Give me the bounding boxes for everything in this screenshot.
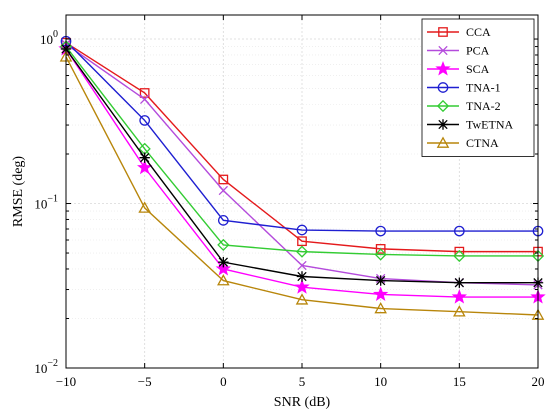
series-tna-2	[59, 40, 545, 263]
legend-entry: TNA-2	[427, 99, 501, 113]
data-point	[453, 249, 466, 263]
series-line	[65, 46, 538, 257]
legend-marker	[436, 99, 450, 113]
series-ctna	[59, 50, 545, 320]
legend: CCA PCA SCA TNA-1 TNA-2 TwETNA CTNA	[421, 18, 535, 157]
data-point	[217, 274, 230, 286]
series-line	[65, 56, 539, 316]
data-point	[218, 174, 229, 185]
x-tick-label: 15	[453, 374, 466, 389]
legend-label: PCA	[466, 44, 490, 58]
data-point	[374, 248, 387, 261]
legend-entry: CCA	[427, 25, 491, 39]
data-point	[139, 152, 150, 163]
data-point	[296, 224, 308, 236]
data-point	[218, 256, 229, 268]
legend-marker	[437, 82, 449, 93]
data-point	[296, 271, 308, 282]
data-point	[217, 215, 229, 226]
y-axis-title: RMSE (deg)	[11, 156, 26, 228]
legend-label: TNA-1	[466, 81, 501, 95]
data-point	[375, 244, 386, 254]
x-tick-label: −10	[56, 374, 76, 389]
legend-entry: PCA	[427, 44, 490, 58]
legend-marker	[436, 136, 450, 148]
data-point	[453, 225, 465, 237]
series-layer	[58, 35, 546, 320]
x-tick-label: −5	[138, 374, 152, 389]
data-point	[217, 238, 230, 252]
data-point	[139, 88, 150, 98]
legend-marker	[438, 45, 448, 56]
data-point	[140, 94, 150, 104]
axis-ticks: −10 −5 0 5 10 15 20 10−2 10−1 100	[34, 15, 545, 389]
legend-entry: TNA-1	[427, 81, 501, 95]
data-point	[137, 159, 153, 175]
x-tick-label: 20	[532, 374, 545, 389]
legend-label: SCA	[466, 62, 490, 76]
x-axis-title: SNR (dB)	[274, 395, 331, 410]
legend-label: CTNA	[466, 136, 499, 150]
data-point	[375, 275, 386, 286]
y-tick-label: 10−2	[34, 358, 58, 376]
legend-marker	[438, 27, 448, 37]
data-point	[218, 185, 228, 196]
data-point	[138, 201, 151, 213]
legend-entry: TwETNA	[427, 118, 513, 132]
data-point	[374, 301, 387, 314]
y-tick-label: 10−1	[34, 194, 58, 212]
data-point	[451, 288, 467, 304]
x-tick-label: 5	[299, 374, 306, 389]
y-tick-label: 100	[40, 29, 58, 47]
legend-label: TNA-2	[466, 99, 501, 113]
data-point	[375, 225, 387, 237]
x-tick-label: 10	[374, 374, 387, 389]
data-point	[453, 305, 466, 317]
legend-label: CCA	[466, 25, 491, 39]
data-point	[294, 279, 310, 294]
data-point	[297, 260, 307, 271]
data-point	[215, 260, 231, 276]
legend-entry: SCA	[427, 60, 490, 76]
legend-marker	[435, 60, 451, 76]
data-point	[373, 286, 389, 301]
x-tick-label: 0	[220, 374, 227, 389]
data-point	[454, 277, 465, 288]
legend-entry: CTNA	[427, 136, 499, 150]
data-point	[297, 236, 307, 247]
legend-marker	[437, 119, 449, 130]
data-point	[295, 293, 309, 305]
data-point	[295, 245, 309, 258]
data-point	[139, 115, 151, 126]
series-line	[65, 40, 538, 232]
legend-label: TwETNA	[466, 118, 513, 132]
